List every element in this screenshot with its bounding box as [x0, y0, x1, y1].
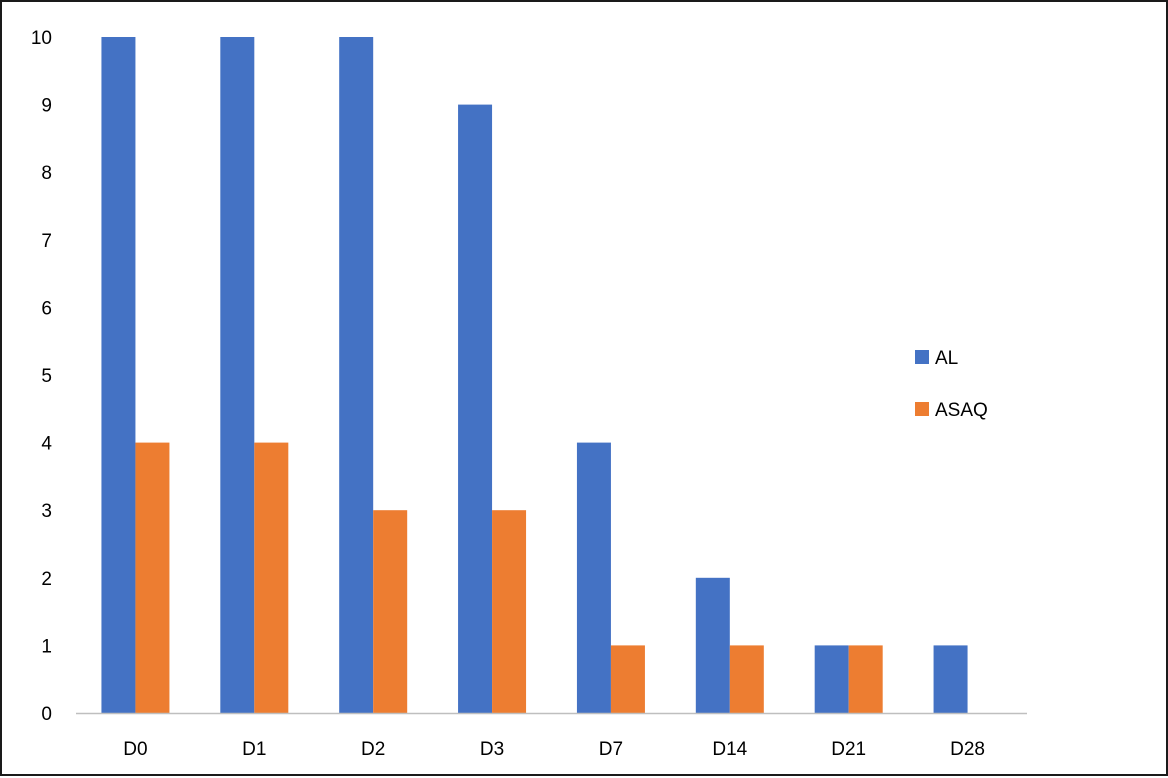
bar-al-d21 [814, 645, 849, 713]
y-tick-label: 1 [41, 636, 52, 657]
bar-al-d0 [101, 37, 136, 713]
x-tick-label: D7 [599, 739, 623, 760]
bar-asaq-d7 [610, 645, 645, 713]
y-tick-label: 8 [41, 163, 52, 184]
x-axis-ticks: D0 D1 D2 D3 D7 D14 D21 D28 [123, 739, 985, 760]
y-tick-label: 0 [41, 704, 52, 725]
bar-asaq-d14 [729, 645, 764, 713]
x-tick-label: D0 [123, 739, 147, 760]
y-tick-label: 10 [31, 28, 52, 49]
bar-al-d2 [339, 37, 374, 713]
y-tick-label: 9 [41, 96, 52, 117]
bar-asaq-d1 [254, 442, 289, 713]
y-axis-ticks: 0 1 2 3 4 5 6 7 8 9 10 [31, 28, 53, 725]
legend-label-al: AL [935, 348, 958, 369]
x-tick-label: D28 [950, 739, 985, 760]
bar-marks [101, 37, 968, 714]
bar-al-d14 [695, 577, 730, 713]
legend: AL ASAQ [915, 348, 988, 421]
y-tick-label: 3 [41, 501, 52, 522]
legend-swatch-asaq [915, 402, 929, 416]
y-tick-label: 7 [41, 231, 52, 252]
y-tick-label: 4 [41, 434, 52, 455]
x-tick-label: D21 [831, 739, 866, 760]
x-tick-label: D2 [361, 739, 385, 760]
bar-asaq-d2 [373, 510, 408, 713]
bar-al-d3 [458, 104, 493, 714]
x-tick-label: D1 [242, 739, 266, 760]
x-tick-label: D3 [480, 739, 504, 760]
bar-asaq-d0 [135, 442, 170, 713]
y-tick-label: 2 [41, 569, 52, 590]
bar-asaq-d3 [492, 510, 527, 713]
legend-label-asaq: ASAQ [935, 400, 988, 421]
bar-asaq-d21 [848, 645, 883, 713]
y-tick-label: 5 [41, 366, 52, 387]
bar-al-d7 [576, 442, 611, 713]
x-tick-label: D14 [712, 739, 747, 760]
y-tick-label: 6 [41, 298, 52, 319]
bar-al-d28 [933, 645, 968, 713]
bar-al-d1 [220, 37, 255, 713]
legend-swatch-al [915, 350, 929, 364]
